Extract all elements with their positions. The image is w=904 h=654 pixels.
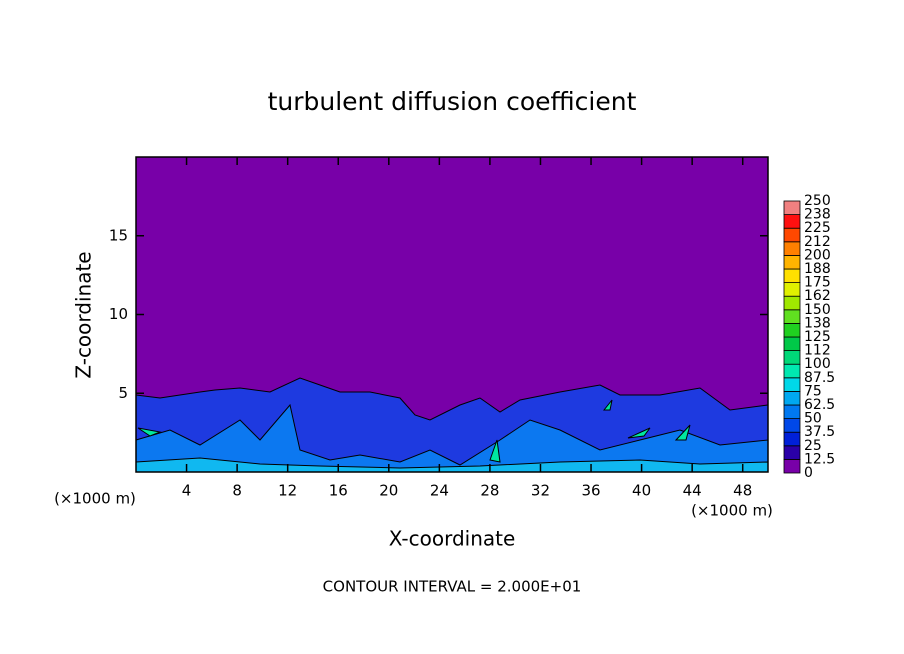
x-tick-label: 12: [278, 482, 297, 500]
colorbar-label: 100: [804, 356, 831, 372]
colorbar-box: [783, 458, 801, 474]
x-tick-label: 8: [232, 482, 242, 500]
colorbar-label: 62.5: [804, 397, 835, 413]
colorbar-label: 87.5: [804, 370, 835, 386]
annotation: CONTOUR INTERVAL = 2.000E+01: [323, 578, 582, 596]
colorbar-label: 162: [804, 288, 831, 304]
colorbar-box: [783, 431, 801, 447]
colorbar-label: 12.5: [804, 451, 835, 467]
colorbar-label: 0: [804, 465, 813, 481]
x-unit-label: (×1000 m): [54, 490, 136, 508]
colorbar-label: 188: [804, 261, 831, 277]
colorbar-box: [783, 241, 801, 256]
y-tick-label: 5: [118, 384, 128, 402]
colorbar-box: [783, 363, 801, 379]
colorbar-box: [783, 227, 801, 243]
colorbar-label: 50: [804, 411, 822, 427]
x-tick-label: 32: [531, 482, 550, 500]
colorbar-box: [783, 254, 801, 270]
colorbar-label: 212: [804, 234, 831, 250]
colorbar-box: [783, 404, 801, 420]
colorbar-box: [783, 350, 801, 365]
colorbar-box: [783, 322, 801, 338]
field-region: [135, 403, 769, 473]
x-tick-label: 28: [480, 482, 499, 500]
chart-title: turbulent diffusion coefficient: [268, 87, 637, 116]
colorbar-box: [783, 445, 801, 460]
x-tick-label: 36: [581, 482, 600, 500]
colorbar-label: 75: [804, 383, 822, 399]
colorbar-label: 138: [804, 315, 831, 331]
colorbar-box: [783, 309, 801, 324]
colorbar-label: 200: [804, 247, 831, 263]
colorbar-box: [783, 377, 801, 392]
colorbar-label: 150: [804, 302, 831, 318]
colorbar-label: 37.5: [804, 424, 835, 440]
colorbar-box: [783, 200, 801, 216]
colorbar-box: [783, 282, 801, 297]
colorbar-box: [783, 418, 801, 433]
colorbar-label: 250: [804, 193, 831, 209]
x-tick-label: 4: [182, 482, 192, 500]
colorbar-box: [783, 268, 801, 284]
y-tick-label: 10: [109, 305, 128, 323]
field-region: [137, 399, 691, 463]
x-tick-label: 16: [329, 482, 348, 500]
x-tick-label: 44: [683, 482, 702, 500]
colorbar-box: [783, 336, 801, 352]
colorbar-label: 225: [804, 220, 831, 236]
y-tick-label: 15: [109, 226, 128, 244]
colorbar-box: [783, 390, 801, 406]
colorbar-box: [783, 295, 801, 311]
y-axis-label: Z-coordinate: [72, 251, 96, 378]
colorbar-label: 25: [804, 438, 822, 454]
field: [135, 157, 769, 473]
x-tick-label: 24: [430, 482, 449, 500]
colorbar-label: 112: [804, 343, 831, 359]
x-tick-label: 40: [632, 482, 651, 500]
colorbar-box: [783, 214, 801, 229]
x-tick-label: 48: [733, 482, 752, 500]
colorbar-label: 175: [804, 275, 831, 291]
colorbar-label: 238: [804, 207, 831, 223]
x-tick-label: 20: [379, 482, 398, 500]
colorbar-label: 125: [804, 329, 831, 345]
x-unit-label: (×1000 m): [691, 502, 773, 520]
x-axis-label: X-coordinate: [389, 527, 516, 551]
